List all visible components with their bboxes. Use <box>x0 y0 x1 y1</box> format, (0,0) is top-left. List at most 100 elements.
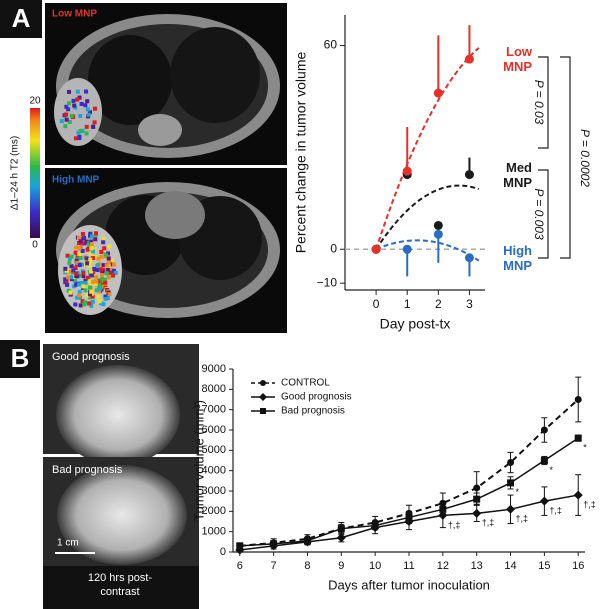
marker <box>472 508 482 518</box>
tumor-pixel <box>78 113 83 118</box>
tumor-pixel <box>89 269 94 274</box>
tumor-pixel <box>103 280 108 285</box>
tumor-pixel <box>113 270 118 275</box>
tumor-pixel <box>64 104 69 109</box>
marker <box>371 522 379 530</box>
marker <box>260 408 266 414</box>
tumor-pixel <box>107 292 112 297</box>
marker <box>337 525 345 533</box>
tumor-pixel <box>105 251 110 256</box>
marker <box>270 540 278 548</box>
tumor-pixel <box>79 262 84 267</box>
panel-label-box <box>0 340 40 378</box>
tumor-pixel <box>67 256 72 261</box>
tumor-pixel <box>63 124 68 129</box>
significance-bracket <box>538 56 571 259</box>
point-label: * <box>583 443 587 453</box>
tumor-pixel <box>91 249 96 254</box>
tumor-pixel <box>101 240 106 245</box>
y-tick-label: 0 <box>330 241 337 255</box>
tumor-pixel <box>103 296 108 301</box>
tumor-pixel <box>84 256 89 261</box>
tumor-pixel <box>95 268 100 273</box>
tumor-pixel <box>63 266 68 271</box>
marker <box>473 495 481 503</box>
tumor-pixel <box>89 289 94 294</box>
tumor-pixel <box>81 284 86 289</box>
tumor-pixel <box>85 275 90 280</box>
colorbar-title: Δ1–24 h T2 (ms) <box>10 136 21 210</box>
y-tick-label: 1000 <box>202 526 226 538</box>
tumor-pixel <box>90 294 95 299</box>
series-label: Low MNP <box>503 44 532 75</box>
marker <box>402 166 412 176</box>
tumor-pixel <box>107 260 112 265</box>
colorbar-min: 0 <box>32 240 38 251</box>
marker <box>433 88 443 98</box>
colorbar <box>30 108 40 238</box>
tumor-pixel <box>69 275 74 280</box>
tumor-pixel <box>85 99 90 104</box>
tumor-pixel <box>74 271 79 276</box>
tumor-pixel <box>66 275 71 280</box>
tumor-pixel <box>83 280 88 285</box>
y-tick-label: 9000 <box>202 363 226 375</box>
tumor-pixel <box>111 273 116 278</box>
tumor-pixel <box>99 273 104 278</box>
tumor-pixel <box>78 129 83 134</box>
point-label: * <box>549 465 553 475</box>
tumor-pixel <box>79 281 84 286</box>
tumor-pixel <box>77 252 82 257</box>
marker <box>507 479 515 487</box>
panel-label: B <box>11 343 30 373</box>
point-label: †,‡ <box>482 518 495 528</box>
tumor-pixel <box>90 256 95 261</box>
tumor-pixel <box>75 295 80 300</box>
tumor-pixel <box>105 268 110 273</box>
tumor-pixel <box>112 262 117 267</box>
tumor-pixel <box>67 119 72 124</box>
tumor-pixel <box>73 302 78 307</box>
panel-label: A <box>12 3 31 33</box>
tumor-pixel <box>91 269 96 274</box>
tumor-pixel <box>100 270 105 275</box>
tumor-pixel <box>74 245 79 250</box>
x-tick-label: 3 <box>466 297 473 311</box>
marker <box>433 229 443 239</box>
point-label: †,‡ <box>516 514 529 524</box>
tumor-pixel <box>88 257 93 262</box>
tumor-pixel <box>97 286 102 291</box>
tumor-pixel <box>66 107 71 112</box>
tumor-pixel <box>88 231 93 236</box>
tumor-pixel <box>100 277 105 282</box>
panel-label-box <box>0 0 42 38</box>
tumor-pixel <box>106 275 111 280</box>
tumor-pixel <box>101 302 106 307</box>
tumor-pixel <box>83 288 88 293</box>
tumor-pixel <box>89 242 94 247</box>
fit-curve <box>375 47 480 250</box>
tumor-pixel <box>109 258 114 263</box>
tumor-pixel <box>87 110 92 115</box>
x-tick-label: 12 <box>437 560 449 572</box>
x-axis-title: Days after tumor inoculation <box>328 577 490 592</box>
y-tick-label: −10 <box>317 275 338 289</box>
tumor-pixel <box>84 131 89 136</box>
tumor-pixel <box>82 261 87 266</box>
x-axis-title: Day post-tx <box>380 316 451 332</box>
tumor-pixel <box>75 97 80 102</box>
tumor-pixel <box>65 282 70 287</box>
tumor-pixel <box>104 271 109 276</box>
tumor-pixel <box>105 296 110 301</box>
tumor-pixel <box>84 124 89 129</box>
tumor-pixel <box>89 273 94 278</box>
tumor-pixel <box>64 117 69 122</box>
tumor-pixel <box>78 295 83 300</box>
tumor-pixel <box>65 253 70 258</box>
tumor-pixel <box>92 106 97 111</box>
marker <box>405 513 413 521</box>
point-label: * <box>516 487 520 497</box>
tumor-pixel <box>85 261 90 266</box>
tumor-pixel <box>85 293 90 298</box>
tumor-pixel <box>69 254 74 259</box>
